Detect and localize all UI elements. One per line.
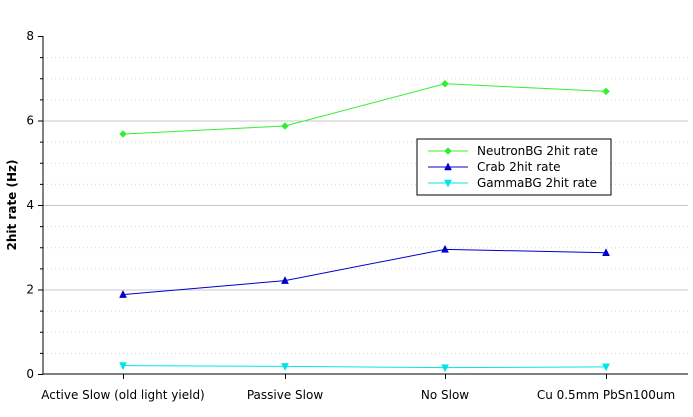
- data-point: [602, 248, 610, 256]
- series-0: [119, 79, 610, 138]
- data-point: [281, 276, 289, 284]
- series-2: [119, 362, 610, 373]
- legend-swatch-marker: [444, 147, 452, 155]
- data-point: [602, 87, 610, 96]
- data-point: [119, 362, 127, 371]
- data-point: [441, 244, 449, 253]
- legend: NeutronBG 2hit rate Crab 2hit rate GammaBG…: [416, 138, 612, 196]
- series: [119, 79, 610, 373]
- data-point: [441, 364, 449, 373]
- data-point: [602, 363, 610, 372]
- data-point: [281, 122, 289, 130]
- series-line: [122, 365, 607, 369]
- grid: [43, 57, 688, 354]
- legend-label: GammaBG 2hit rate: [477, 176, 597, 190]
- data-point: [119, 290, 127, 298]
- series-line: [122, 83, 607, 135]
- data-point: [441, 79, 449, 88]
- ticks: 0 2 4 6 8 Active Slow (old light yield) Passiv…: [26, 29, 675, 402]
- legend-label: Crab 2hit rate: [477, 160, 561, 174]
- data-point: [119, 130, 127, 138]
- y-tick-label: 2: [26, 283, 34, 297]
- y-tick-label: 6: [26, 114, 34, 128]
- y-tick-label: 0: [26, 367, 34, 381]
- legend-box: [416, 138, 612, 196]
- y-tick-label: 4: [26, 198, 34, 212]
- x-tick-label: Cu 0.5mm PbSn100um: [537, 388, 675, 402]
- series-1: [119, 244, 610, 298]
- data-point: [281, 363, 289, 371]
- y-tick-label: 8: [26, 29, 34, 43]
- legend-swatch-marker: [444, 179, 452, 188]
- legend-swatch-marker: [444, 162, 452, 171]
- y-axis-title: 2hit rate (Hz): [5, 160, 19, 251]
- x-tick-label: No Slow: [421, 388, 469, 402]
- x-tick-label: Active Slow (old light yield): [41, 388, 205, 402]
- legend-label: NeutronBG 2hit rate: [477, 144, 598, 158]
- series-line: [122, 248, 607, 296]
- legend-items: NeutronBG 2hit rate Crab 2hit rate GammaBG…: [428, 144, 598, 190]
- x-tick-label: Passive Slow: [247, 388, 323, 402]
